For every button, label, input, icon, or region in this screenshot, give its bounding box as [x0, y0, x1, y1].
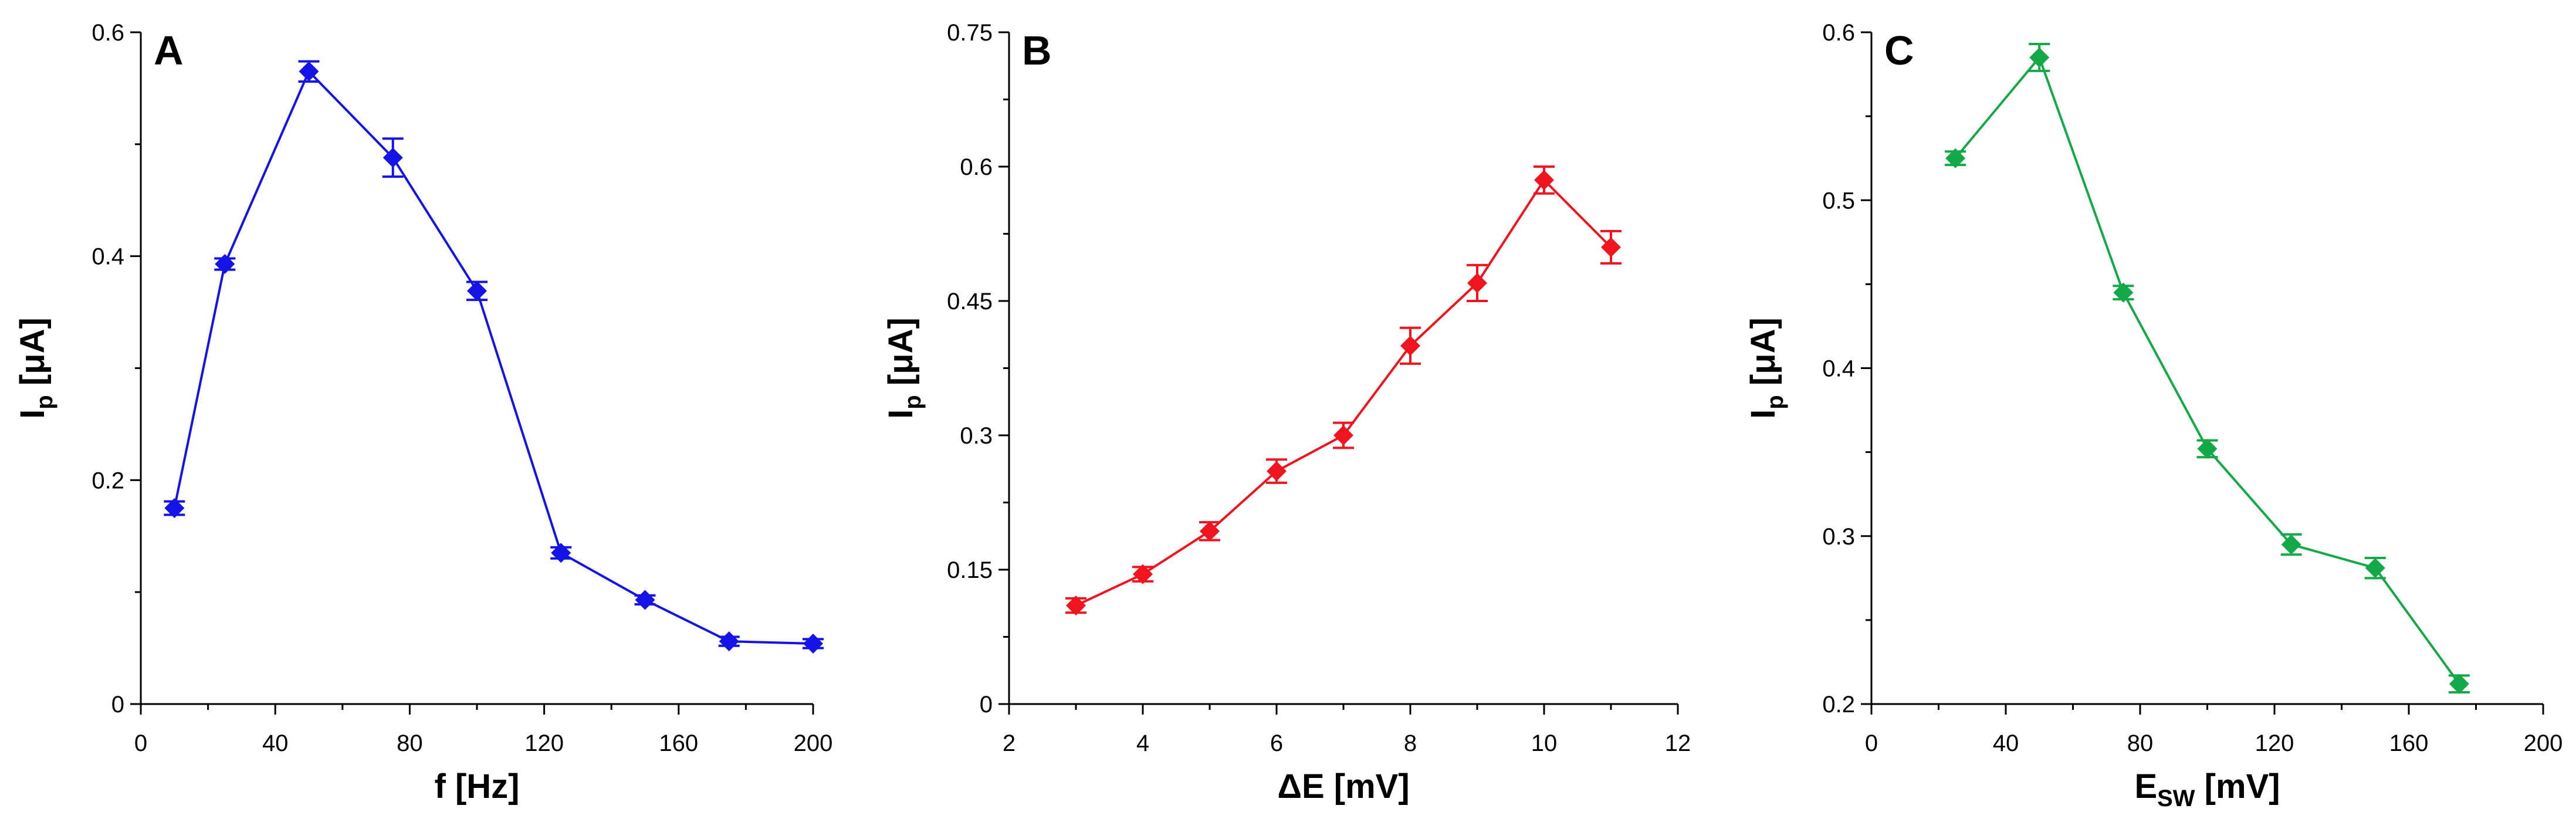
x-axis-title: ΔE [mV] [1277, 767, 1409, 806]
y-tick-label: 0.6 [92, 20, 124, 46]
data-point [635, 590, 655, 610]
x-tick-label: 120 [524, 730, 564, 756]
y-tick-label: 0 [111, 692, 124, 718]
y-tick-label: 0.15 [947, 557, 993, 583]
y-tick-label: 0.2 [92, 468, 124, 493]
x-tick-label: 120 [2255, 730, 2294, 756]
x-tick-label: 10 [1531, 730, 1558, 756]
data-point [1534, 170, 1554, 190]
y-axis-title: Ip [μA] [882, 317, 926, 419]
data-point [215, 254, 235, 275]
x-tick-label: 200 [794, 730, 833, 756]
data-point [1945, 148, 1966, 168]
y-tick-label: 0.4 [92, 244, 124, 270]
data-point [2029, 47, 2050, 67]
x-axis-title: ESW [mV] [2134, 767, 2280, 811]
x-tick-label: 80 [397, 730, 423, 756]
data-point [1133, 564, 1153, 584]
data-point [2197, 438, 2218, 459]
x-tick-label: 160 [659, 730, 698, 756]
data-point [2281, 534, 2301, 555]
x-axis-title-subscript: SW [2157, 786, 2195, 811]
y-axis-title-main: I [882, 410, 920, 419]
data-point [2365, 558, 2385, 578]
y-axis-title-unit: [μA] [1744, 317, 1782, 395]
y-tick-label: 0.3 [960, 423, 993, 449]
data-point [1200, 521, 1220, 542]
y-axis-title: Ip [μA] [13, 317, 57, 419]
x-tick-label: 160 [2389, 730, 2429, 756]
y-axis-title: Ip [μA] [1744, 317, 1788, 419]
data-point [719, 631, 739, 652]
y-tick-label: 0 [980, 692, 993, 718]
data-point [467, 280, 487, 301]
data-point [2113, 282, 2134, 303]
data-point [1267, 461, 1287, 482]
data-point [2449, 674, 2469, 694]
data-point [382, 147, 403, 168]
series-line [173, 69, 814, 645]
x-tick-label: 0 [134, 730, 147, 756]
y-axis-title-main: I [1744, 410, 1782, 419]
x-tick-label: 6 [1270, 730, 1283, 756]
data-point [1333, 425, 1353, 445]
series-line [1075, 178, 1612, 607]
y-axis-title-subscript: p [32, 395, 57, 409]
data-point [1601, 237, 1621, 258]
data-point [1400, 336, 1420, 356]
data-point [1467, 273, 1487, 293]
panel-label: C [1884, 28, 1914, 73]
x-tick-label: 40 [1993, 730, 2019, 756]
y-tick-label: 0.4 [1822, 356, 1855, 382]
y-tick-label: 0.6 [1822, 20, 1855, 46]
data-point [803, 633, 823, 654]
y-tick-label: 0.5 [1822, 188, 1855, 214]
y-axis-title-unit: [μA] [13, 317, 52, 395]
x-tick-label: 4 [1136, 730, 1149, 756]
x-tick-label: 0 [1865, 730, 1878, 756]
x-tick-label: 12 [1665, 730, 1691, 756]
data-point [299, 61, 319, 82]
chart-panel-c: 0 40 80 120 160 200 0.2 0.3 0.4 0.5 0.6 ESW [mV] Ip … [1744, 20, 2563, 811]
y-axis-title-subscript: p [1762, 395, 1788, 409]
chart-panel-a: 0 40 80 120 160 200 0 0.2 0.4 0.6 f [Hz] Ip [μA] A [13, 20, 832, 806]
x-tick-label: 8 [1404, 730, 1417, 756]
y-axis-title-subscript: p [900, 395, 926, 409]
y-tick-label: 0.6 [960, 154, 993, 180]
data-point [164, 498, 185, 519]
y-tick-label: 0.75 [947, 20, 993, 46]
y-tick-label: 0.2 [1822, 692, 1855, 718]
panel-label: A [154, 28, 184, 73]
series-line [1954, 55, 2460, 685]
y-axis-title-main: I [13, 410, 52, 419]
x-axis-title: f [Hz] [435, 767, 520, 806]
x-tick-label: 40 [262, 730, 289, 756]
data-point [1066, 595, 1086, 616]
x-axis-title-unit: [mV] [2195, 767, 2280, 806]
x-tick-label: 2 [1003, 730, 1015, 756]
data-point [551, 543, 571, 563]
panel-label: B [1022, 28, 1052, 73]
y-tick-label: 0.45 [947, 289, 993, 314]
y-tick-label: 0.3 [1822, 524, 1855, 550]
x-axis-title-main: E [2134, 767, 2157, 806]
x-tick-label: 80 [2127, 730, 2154, 756]
y-axis-title-unit: [μA] [882, 317, 920, 395]
x-tick-label: 200 [2524, 730, 2563, 756]
chart-panel-b: 2 4 6 8 10 12 0 0.15 0.3 0.45 0.6 0.75 ΔE [mV] Ip [μA… [882, 20, 1691, 806]
